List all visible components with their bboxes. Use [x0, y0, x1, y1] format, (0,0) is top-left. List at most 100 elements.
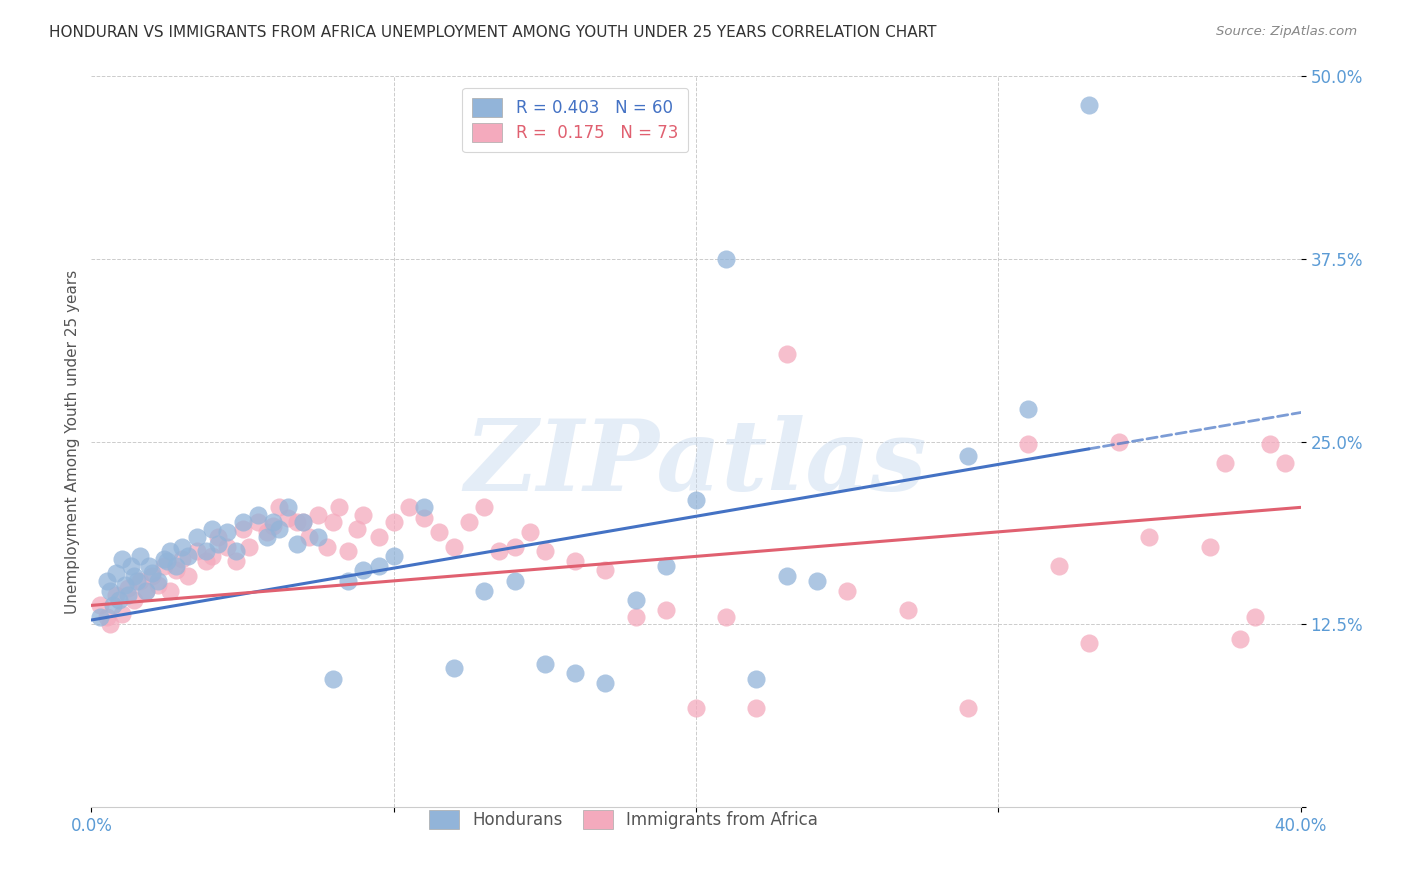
- Point: [897, 603, 920, 617]
- Point: [1229, 632, 1251, 646]
- Point: [89, 599, 111, 613]
- Point: [89, 610, 111, 624]
- Point: [285, 537, 308, 551]
- Text: ZIPatlas: ZIPatlas: [465, 416, 927, 512]
- Point: [98, 583, 121, 598]
- Point: [135, 583, 157, 598]
- Point: [307, 508, 329, 522]
- Point: [367, 530, 389, 544]
- Point: [195, 554, 218, 568]
- Point: [956, 449, 979, 463]
- Point: [1260, 437, 1282, 451]
- Point: [138, 558, 160, 573]
- Point: [225, 544, 247, 558]
- Point: [595, 676, 617, 690]
- Point: [256, 530, 278, 544]
- Point: [122, 592, 145, 607]
- Point: [458, 515, 481, 529]
- Point: [159, 583, 181, 598]
- Point: [1018, 402, 1040, 417]
- Point: [352, 563, 374, 577]
- Point: [322, 672, 344, 686]
- Point: [654, 603, 676, 617]
- Point: [120, 558, 142, 573]
- Point: [1198, 540, 1220, 554]
- Point: [201, 549, 224, 563]
- Point: [238, 540, 260, 554]
- Point: [427, 525, 450, 540]
- Point: [519, 525, 541, 540]
- Point: [443, 540, 465, 554]
- Point: [217, 525, 239, 540]
- Point: [101, 599, 124, 613]
- Point: [714, 610, 737, 624]
- Point: [146, 578, 169, 592]
- Point: [177, 569, 200, 583]
- Point: [956, 700, 979, 714]
- Point: [262, 515, 284, 529]
- Point: [413, 500, 436, 515]
- Point: [107, 592, 129, 607]
- Point: [533, 657, 555, 671]
- Point: [398, 500, 420, 515]
- Point: [1213, 457, 1236, 471]
- Point: [114, 578, 136, 592]
- Point: [207, 530, 229, 544]
- Point: [1274, 457, 1296, 471]
- Point: [165, 563, 187, 577]
- Point: [159, 544, 181, 558]
- Point: [207, 537, 229, 551]
- Point: [96, 610, 118, 624]
- Point: [125, 574, 148, 588]
- Point: [346, 522, 368, 536]
- Point: [1244, 610, 1267, 624]
- Point: [292, 515, 315, 529]
- Point: [322, 515, 344, 529]
- Point: [122, 569, 145, 583]
- Point: [262, 519, 284, 533]
- Point: [267, 500, 290, 515]
- Point: [1108, 434, 1130, 449]
- Point: [267, 522, 290, 536]
- Point: [231, 522, 253, 536]
- Point: [1018, 437, 1040, 451]
- Point: [745, 700, 768, 714]
- Text: HONDURAN VS IMMIGRANTS FROM AFRICA UNEMPLOYMENT AMONG YOUTH UNDER 25 YEARS CORRE: HONDURAN VS IMMIGRANTS FROM AFRICA UNEMP…: [49, 25, 936, 40]
- Point: [337, 574, 360, 588]
- Point: [231, 515, 253, 529]
- Point: [685, 493, 707, 508]
- Point: [1047, 558, 1070, 573]
- Point: [141, 569, 163, 583]
- Point: [382, 515, 405, 529]
- Point: [443, 661, 465, 675]
- Text: Source: ZipAtlas.com: Source: ZipAtlas.com: [1216, 25, 1357, 38]
- Point: [1139, 530, 1161, 544]
- Point: [172, 540, 194, 554]
- Point: [328, 500, 350, 515]
- Point: [285, 515, 308, 529]
- Point: [382, 549, 405, 563]
- Point: [111, 551, 132, 566]
- Point: [146, 574, 169, 588]
- Point: [472, 500, 495, 515]
- Point: [98, 617, 121, 632]
- Point: [172, 551, 194, 566]
- Point: [503, 540, 526, 554]
- Point: [654, 558, 676, 573]
- Point: [835, 583, 858, 598]
- Point: [186, 530, 208, 544]
- Point: [104, 566, 127, 581]
- Point: [141, 566, 163, 581]
- Point: [128, 549, 150, 563]
- Point: [776, 569, 799, 583]
- Point: [186, 544, 208, 558]
- Point: [217, 540, 239, 554]
- Point: [256, 525, 278, 540]
- Point: [117, 581, 139, 595]
- Point: [1077, 98, 1099, 112]
- Point: [472, 583, 495, 598]
- Point: [96, 574, 118, 588]
- Point: [153, 558, 176, 573]
- Point: [503, 574, 526, 588]
- Point: [714, 252, 737, 266]
